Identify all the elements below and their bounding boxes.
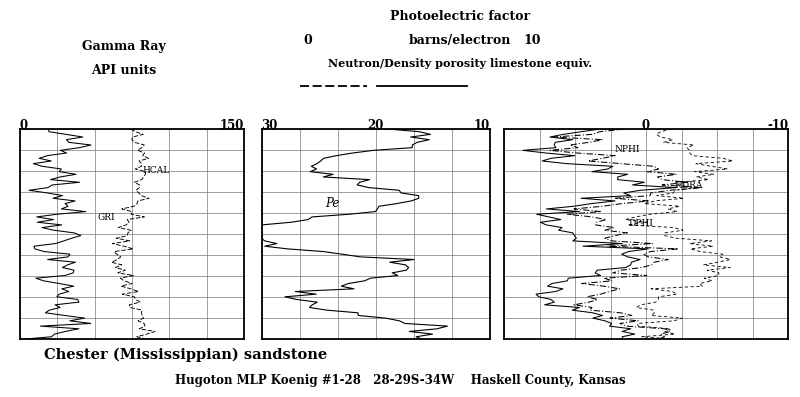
Text: DPHI: DPHI <box>628 219 653 228</box>
Text: Photoelectric factor: Photoelectric factor <box>390 10 530 23</box>
Text: HDRA: HDRA <box>674 181 702 190</box>
Text: Pe: Pe <box>326 197 340 210</box>
Text: Hugoton MLP Koenig #1-28   28-29S-34W    Haskell County, Kansas: Hugoton MLP Koenig #1-28 28-29S-34W Hask… <box>174 374 626 387</box>
Text: Chester (Mississippian) sandstone: Chester (Mississippian) sandstone <box>44 347 327 362</box>
Text: 10: 10 <box>523 34 541 47</box>
Text: 10: 10 <box>474 119 490 132</box>
Text: -10: -10 <box>767 119 788 132</box>
Text: Neutron/Density porosity limestone equiv.: Neutron/Density porosity limestone equiv… <box>328 58 592 69</box>
Text: 0: 0 <box>20 119 28 132</box>
Text: barns/electron: barns/electron <box>409 34 511 47</box>
Text: 20: 20 <box>367 119 384 132</box>
Text: 30: 30 <box>262 119 278 132</box>
Text: 0: 0 <box>304 34 312 47</box>
Text: 150: 150 <box>220 119 244 132</box>
Text: 0: 0 <box>642 119 650 132</box>
Text: Gamma Ray: Gamma Ray <box>82 40 166 53</box>
Text: GRI: GRI <box>98 212 115 222</box>
Text: HCAL: HCAL <box>142 166 170 175</box>
Text: NPHI: NPHI <box>614 145 639 154</box>
Text: API units: API units <box>91 64 157 77</box>
